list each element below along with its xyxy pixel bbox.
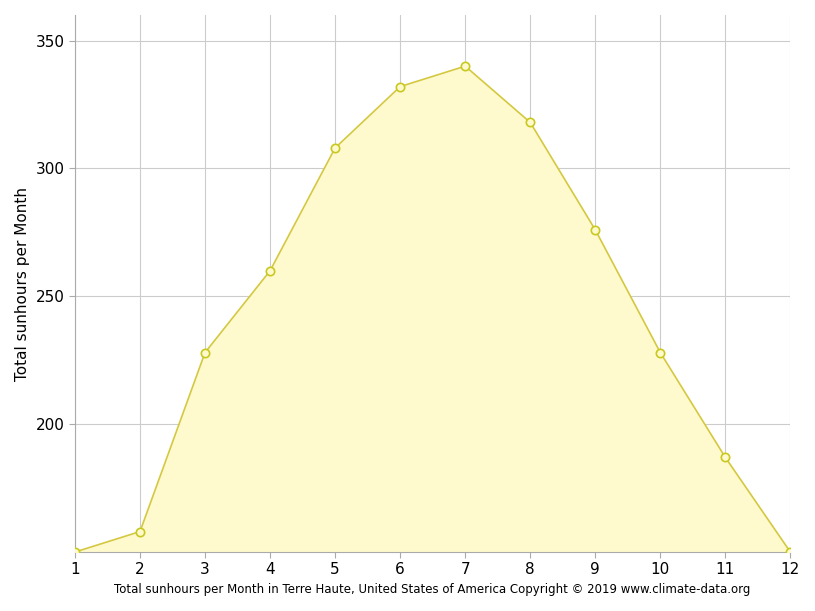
X-axis label: Total sunhours per Month in Terre Haute, United States of America Copyright © 20: Total sunhours per Month in Terre Haute,…: [114, 583, 751, 596]
Y-axis label: Total sunhours per Month: Total sunhours per Month: [15, 186, 30, 381]
